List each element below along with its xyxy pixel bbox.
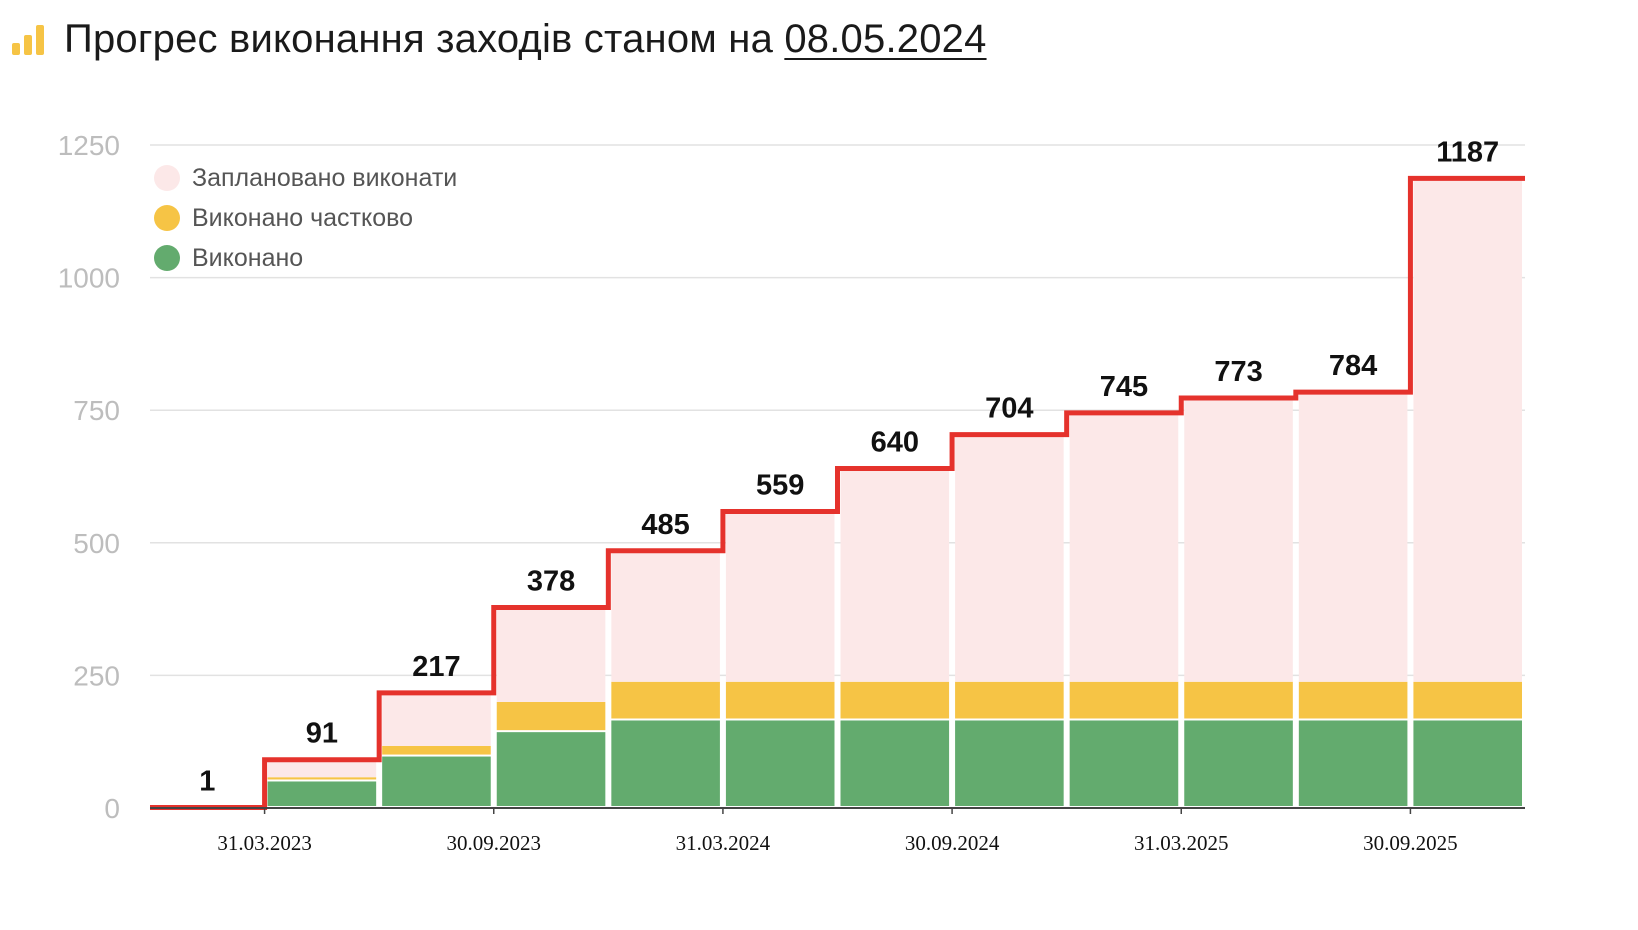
bar-segment-done <box>611 720 720 806</box>
x-tick-label: 31.03.2024 <box>676 831 771 855</box>
x-tick-label: 31.03.2023 <box>217 831 312 855</box>
data-label: 1 <box>199 765 215 797</box>
bar-chart-icon <box>12 23 48 55</box>
bar-segment-planned <box>611 550 720 682</box>
legend-item-done[interactable]: Виконано <box>154 238 457 278</box>
legend-label-planned: Заплановано виконати <box>192 163 458 192</box>
bar-segment-partial <box>1069 681 1179 719</box>
bar-segment-partial <box>611 681 720 719</box>
y-tick-label: 0 <box>104 793 120 824</box>
bar-segment-planned <box>955 434 1064 682</box>
chart-title-date[interactable]: 08.05.2024 <box>784 16 987 61</box>
bar-segment-done <box>1298 720 1408 806</box>
bar-segment-partial <box>1298 681 1408 719</box>
data-label: 378 <box>527 566 575 598</box>
bar-segment-done <box>1413 720 1522 806</box>
bar-segment-planned <box>382 692 491 746</box>
legend-dot-partial <box>154 205 180 231</box>
bar-segment-partial <box>725 681 835 719</box>
chart-title-text: Прогрес виконання заходів станом на <box>64 16 774 61</box>
x-tick-label: 30.09.2024 <box>905 831 1000 855</box>
bar-segment-partial <box>382 745 491 755</box>
legend-dot-planned <box>154 165 180 191</box>
bar-segment-planned <box>725 511 835 682</box>
x-tick-label: 31.03.2025 <box>1134 831 1229 855</box>
data-label: 704 <box>985 393 1033 425</box>
bar-segment-partial <box>955 681 1064 719</box>
data-label: 784 <box>1329 350 1377 382</box>
bar-segment-partial <box>1184 681 1293 719</box>
data-label: 640 <box>871 427 919 459</box>
y-tick-label: 1000 <box>58 263 120 294</box>
y-tick-label: 250 <box>73 660 120 691</box>
data-label: 559 <box>756 470 804 502</box>
legend-item-planned[interactable]: Заплановано виконати <box>154 158 457 198</box>
bar-segment-partial <box>1413 681 1522 719</box>
y-tick-label: 1250 <box>58 130 120 161</box>
x-tick-label: 30.09.2025 <box>1363 831 1458 855</box>
data-label: 745 <box>1100 371 1148 403</box>
bar-segment-planned <box>1184 398 1293 682</box>
bar-segment-done <box>725 720 835 806</box>
bar-segment-partial <box>496 701 606 731</box>
bar-segment-partial <box>267 777 377 780</box>
bar-segment-done <box>382 756 491 806</box>
bar-segment-planned <box>1413 178 1522 682</box>
legend-dot-done <box>154 245 180 271</box>
chart-legend: Заплановано виконати Виконано частково В… <box>154 158 457 278</box>
y-tick-label: 500 <box>73 528 120 559</box>
bar-segment-planned <box>267 759 377 778</box>
legend-label-done: Виконано <box>192 243 304 272</box>
data-label: 773 <box>1214 356 1262 388</box>
bar-segment-done <box>1069 720 1179 806</box>
bar-segment-done <box>267 781 377 806</box>
y-tick-label: 750 <box>73 395 120 426</box>
data-label: 217 <box>412 651 460 683</box>
bar-segment-done <box>840 720 950 806</box>
bar-segment-done <box>1184 720 1293 806</box>
bar-segment-done <box>955 720 1064 806</box>
planned-step-line <box>150 175 1525 810</box>
chart-header: Прогрес виконання заходів станом на 08.0… <box>12 14 987 64</box>
bar-segment-planned <box>1069 412 1179 682</box>
data-label: 1187 <box>1436 136 1499 168</box>
data-label: 485 <box>641 509 689 541</box>
legend-label-partial: Виконано частково <box>192 203 414 232</box>
bar-segment-partial <box>840 681 950 719</box>
x-tick-label: 30.09.2023 <box>447 831 542 855</box>
bar-segment-planned <box>496 607 606 702</box>
bar-segment-planned <box>1298 392 1408 682</box>
bar-segment-planned <box>840 468 950 682</box>
legend-item-partial[interactable]: Виконано частково <box>154 198 457 238</box>
chart-title: Прогрес виконання заходів станом на 08.0… <box>64 17 987 62</box>
bar-segment-done <box>496 732 606 806</box>
data-label: 91 <box>306 718 338 750</box>
